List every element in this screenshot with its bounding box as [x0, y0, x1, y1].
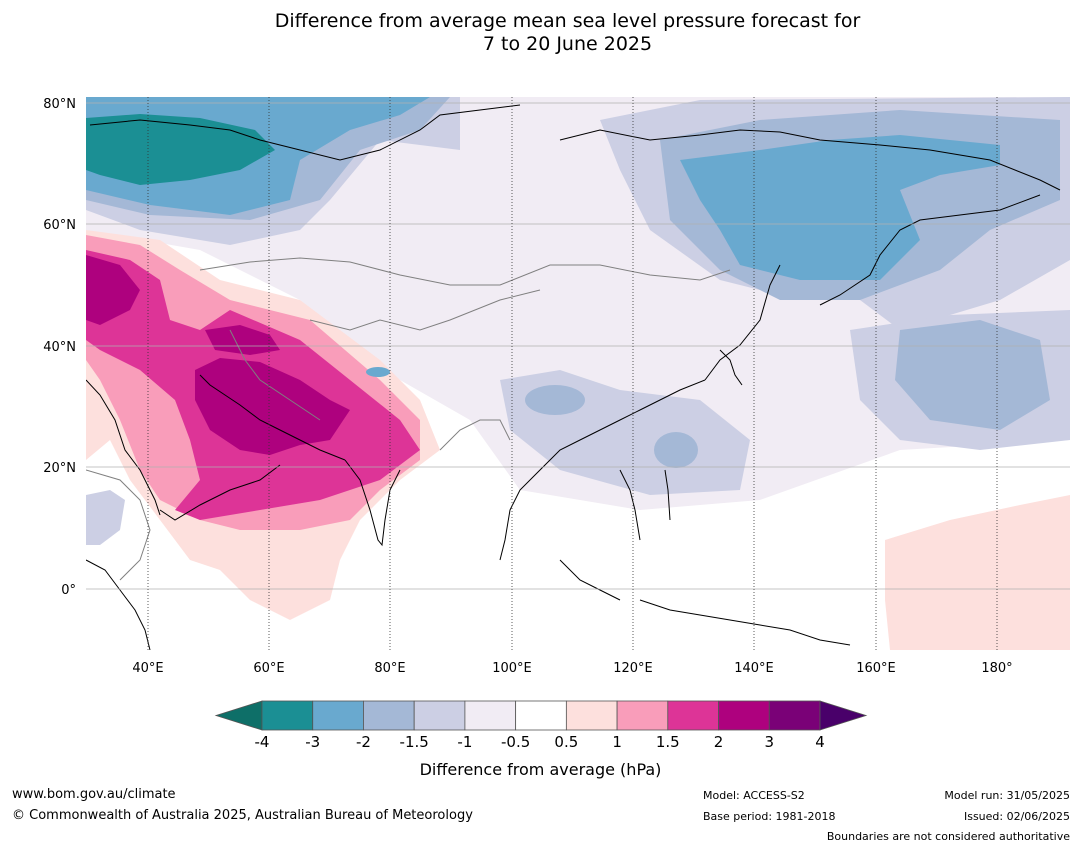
colorbar: [214, 700, 868, 731]
issued-date: Issued: 02/06/2025: [963, 810, 1070, 823]
lon-label-140e: 140°E: [734, 661, 774, 676]
country-boundaries: [86, 257, 731, 581]
lon-label-160e: 160°E: [856, 661, 896, 676]
colorbar-swatch: [515, 700, 567, 731]
lon-label-60e: 60°E: [253, 661, 284, 676]
lon-label-180: 180°: [981, 661, 1012, 676]
colorbar-extend-high: [819, 700, 868, 731]
lon-label-80e: 80°E: [374, 661, 405, 676]
title-line-2: 7 to 20 June 2025: [482, 33, 653, 55]
colorbar-tick-label: -4: [255, 733, 270, 751]
lon-label-120e: 120°E: [613, 661, 653, 676]
title-line-1: Difference from average mean sea level p…: [274, 10, 861, 32]
colorbar-tick-label: -1: [457, 733, 472, 751]
negative-anomaly-region-horn-of-africa: [86, 490, 125, 545]
model-run-date: Model run: 31/05/2025: [944, 789, 1070, 802]
positive-anomaly-region-deep-magenta-north: [205, 325, 280, 355]
colorbar-tick-label: 1: [612, 733, 622, 751]
colorbar-swatch: [718, 700, 770, 731]
negative-anomaly-spot-east-china: [525, 385, 585, 415]
colorbar-tick-label: -1.5: [400, 733, 429, 751]
lat-label-80n: 80°N: [43, 97, 76, 112]
lat-label-20n: 20°N: [43, 461, 76, 476]
colorbar-swatch: [413, 700, 466, 731]
negative-anomaly-spot-south-china-sea: [654, 432, 698, 468]
colorbar-tick-label: -0.5: [501, 733, 530, 751]
negative-anomaly-region-steelblue-pacific: [895, 320, 1050, 430]
colorbar-extend-low: [214, 700, 263, 731]
colorbar-label: Difference from average (hPa): [419, 760, 662, 779]
colorbar-tick-label: 0.5: [554, 733, 578, 751]
negative-anomaly-region-blue-east: [680, 135, 1000, 280]
copyright-text: © Commonwealth of Australia 2025, Austra…: [12, 808, 473, 823]
lon-label-100e: 100°E: [492, 661, 532, 676]
negative-anomaly-spot-himalaya: [366, 367, 390, 377]
axis-labels: 80°N 60°N 40°N 20°N 0° 40°E 60°E 80°E 10…: [43, 97, 1012, 676]
graticule: [86, 97, 1070, 650]
colorbar-swatch: [363, 700, 415, 731]
map-title: Difference from average mean sea level p…: [0, 10, 1081, 56]
lat-label-60n: 60°N: [43, 218, 76, 233]
colorbar-swatch: [667, 700, 719, 731]
colorbar-swatch: [768, 700, 821, 731]
negative-anomaly-region-teal: [86, 114, 275, 185]
colorbar-tick-label: -2: [356, 733, 371, 751]
positive-anomaly-region-deep-magenta: [86, 255, 140, 325]
model-name: Model: ACCESS-S2: [703, 789, 805, 802]
coastlines: [86, 104, 1061, 650]
colorbar-tick-label: 2: [714, 733, 724, 751]
colorbar-tick-label: 4: [815, 733, 825, 751]
colorbar-swatch: [464, 700, 517, 731]
boundaries-disclaimer: Boundaries are not considered authoritat…: [826, 830, 1070, 843]
colorbar-tick-label: 1.5: [656, 733, 680, 751]
positive-anomaly-region-deep-magenta-iran: [195, 358, 350, 455]
lat-label-40n: 40°N: [43, 340, 76, 355]
lon-label-40e: 40°E: [132, 661, 163, 676]
anomaly-field: [86, 97, 1070, 650]
website-link[interactable]: www.bom.gov.au/climate: [12, 787, 176, 802]
colorbar-tick-label: 3: [764, 733, 774, 751]
colorbar-swatch: [565, 700, 618, 731]
colorbar-swatch: [616, 700, 669, 731]
positive-anomaly-region-light-pink-pacific: [885, 495, 1070, 650]
base-period: Base period: 1981-2018: [703, 810, 836, 823]
lat-label-0: 0°: [61, 583, 76, 598]
colorbar-swatch: [312, 700, 364, 731]
colorbar-tick-label: -3: [305, 733, 320, 751]
colorbar-ticks: -4 -3 -2 -1.5 -1 -0.5 0.5 1 1.5 2 3 4: [255, 733, 825, 751]
colorbar-swatch: [261, 700, 314, 731]
